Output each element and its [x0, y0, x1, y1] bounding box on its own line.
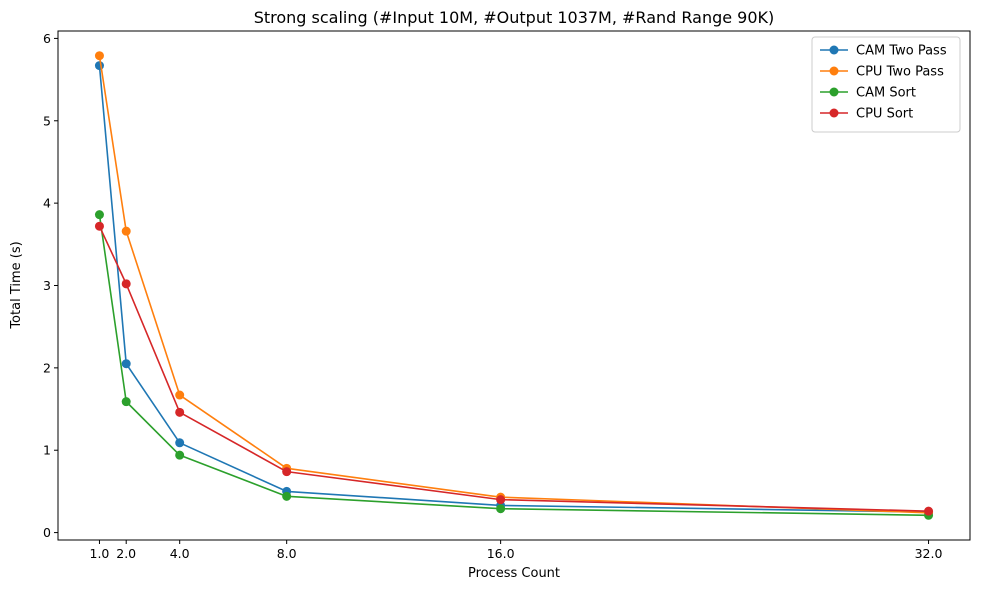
series-1-point: [121, 226, 131, 236]
series-2-point: [121, 397, 131, 407]
legend-box: [811, 36, 961, 133]
legend-label: CAM Sort: [856, 86, 916, 101]
y-tick-label: 4: [43, 196, 51, 211]
series-2-point: [94, 210, 104, 220]
series-3-point: [94, 221, 104, 231]
series-0-point: [94, 61, 104, 71]
series-line-3: [98, 225, 929, 512]
series-2-point: [175, 450, 185, 460]
x-axis-label: Process Count: [468, 566, 560, 581]
legend-marker-0: [829, 45, 839, 55]
legend-marker-1: [829, 66, 839, 76]
chart-title: Strong scaling (#Input 10M, #Output 1037…: [254, 8, 775, 27]
series-2-point: [496, 504, 506, 514]
x-tick-label: 4.0: [170, 546, 190, 561]
series-3-point: [121, 279, 131, 289]
series-2-point: [282, 491, 292, 501]
y-tick-label: 6: [43, 31, 51, 46]
x-tick-label: 1.0: [90, 546, 110, 561]
plot-area: 0 1 2 3 4 5 6 1.0 2.0 4.0 8.0 16.0 32.0 CAM Two Pass C…: [43, 30, 971, 561]
series-3-point: [282, 467, 292, 477]
y-tick-label: 1: [43, 443, 51, 458]
series-line-1: [98, 55, 929, 514]
x-tick-label: 2.0: [116, 546, 136, 561]
legend-marker-3: [829, 108, 839, 118]
series-0-point: [121, 359, 131, 369]
series-line-0: [98, 65, 929, 513]
x-tick-label: 8.0: [277, 546, 297, 561]
legend-label: CPU Two Pass: [856, 65, 944, 80]
series-3-point: [496, 495, 506, 505]
series-1-point: [94, 51, 104, 61]
y-tick-label: 5: [43, 113, 51, 128]
x-tick-label: 16.0: [487, 546, 515, 561]
legend-label: CAM Two Pass: [856, 44, 947, 59]
series-0-point: [175, 438, 185, 448]
series-1-point: [175, 390, 185, 400]
series-3-point: [175, 407, 185, 417]
y-tick-label: 0: [43, 525, 51, 540]
y-tick-label: 2: [43, 360, 51, 375]
y-axis-label: Total Time (s): [9, 241, 24, 329]
series-3-point: [924, 506, 934, 516]
y-tick-label: 3: [43, 278, 51, 293]
series-line-2: [98, 214, 929, 517]
x-tick-label: 32.0: [915, 546, 943, 561]
legend-marker-2: [829, 87, 839, 97]
legend-label: CPU Sort: [856, 107, 913, 122]
